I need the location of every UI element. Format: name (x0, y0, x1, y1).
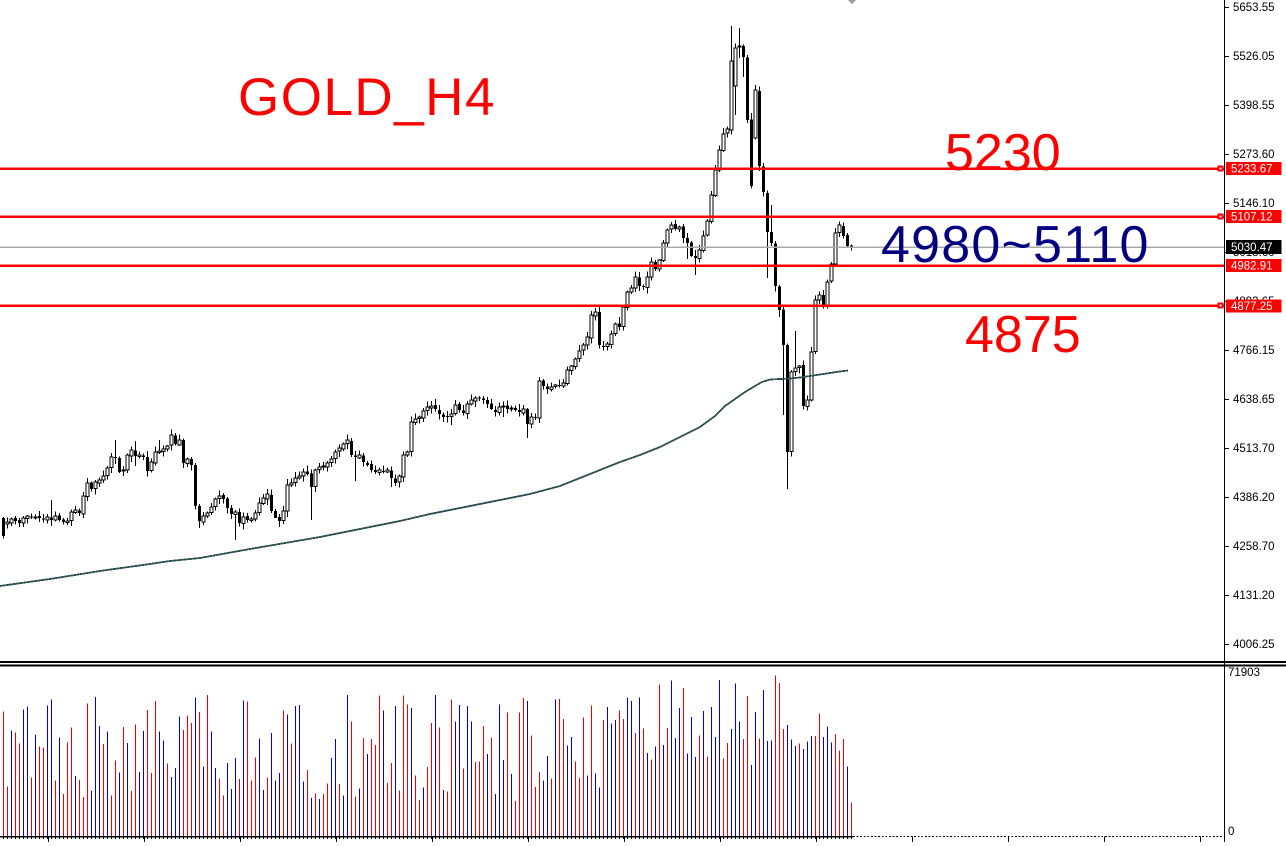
svg-text:4131.20: 4131.20 (1233, 590, 1275, 602)
svg-text:4766.15: 4766.15 (1233, 345, 1275, 357)
svg-text:5273.60: 5273.60 (1233, 149, 1275, 161)
svg-text:5030.47: 5030.47 (1231, 242, 1273, 254)
svg-text:4980~5110: 4980~5110 (881, 216, 1150, 274)
svg-text:4513.70: 4513.70 (1233, 443, 1275, 455)
svg-text:4258.70: 4258.70 (1233, 541, 1275, 553)
svg-text:4875: 4875 (965, 306, 1081, 364)
svg-text:4386.20: 4386.20 (1233, 492, 1275, 504)
svg-text:4638.65: 4638.65 (1233, 394, 1275, 406)
svg-text:5230: 5230 (945, 124, 1061, 182)
svg-text:5398.55: 5398.55 (1233, 100, 1275, 112)
svg-text:4877.25: 4877.25 (1231, 301, 1273, 313)
svg-text:5146.10: 5146.10 (1233, 198, 1275, 210)
svg-text:5233.67: 5233.67 (1231, 164, 1273, 176)
svg-text:71903: 71903 (1228, 667, 1260, 679)
svg-text:4006.25: 4006.25 (1233, 639, 1275, 651)
svg-text:5526.05: 5526.05 (1233, 51, 1275, 63)
svg-text:5107.12: 5107.12 (1231, 212, 1273, 224)
svg-text:GOLD_H4: GOLD_H4 (238, 68, 496, 127)
svg-text:0: 0 (1228, 826, 1234, 838)
svg-text:5653.55: 5653.55 (1233, 2, 1275, 14)
svg-text:4982.91: 4982.91 (1231, 261, 1273, 273)
